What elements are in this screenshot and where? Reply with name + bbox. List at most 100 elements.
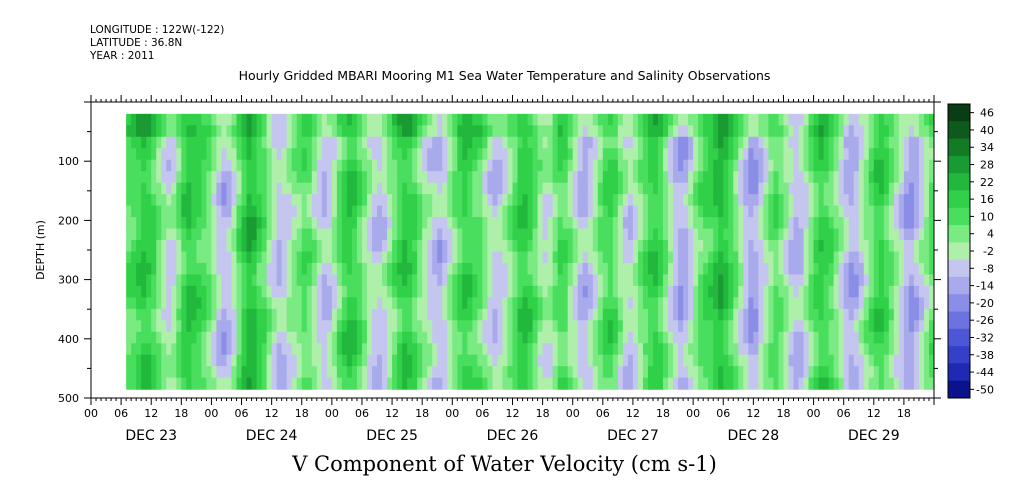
heat-cell xyxy=(903,320,910,333)
heat-cell xyxy=(392,205,398,218)
heat-cell xyxy=(356,343,363,356)
heat-cell xyxy=(397,217,403,230)
heat-cell xyxy=(256,182,263,195)
heat-cell xyxy=(211,125,218,138)
heat-cell xyxy=(748,285,754,298)
heat-cell xyxy=(693,182,699,195)
heat-cell xyxy=(437,159,443,172)
heat-cell xyxy=(622,377,629,390)
heat-cell xyxy=(226,331,233,344)
heat-cell xyxy=(808,194,815,207)
heat-cell xyxy=(191,285,197,298)
heat-cell xyxy=(382,331,388,344)
heat-cell xyxy=(412,217,418,230)
heat-cell xyxy=(898,148,905,161)
heat-cell xyxy=(923,251,930,264)
heat-cell xyxy=(893,205,900,218)
heat-cell xyxy=(452,228,458,241)
heat-cell xyxy=(452,343,458,356)
heat-cell xyxy=(863,182,870,195)
heat-cell xyxy=(753,297,759,310)
heat-cell xyxy=(848,205,855,218)
heat-cell xyxy=(301,274,308,287)
heat-cell xyxy=(331,125,338,138)
heat-cell xyxy=(497,171,504,184)
heat-cell xyxy=(226,171,233,184)
heat-cell xyxy=(582,297,589,310)
heat-cell xyxy=(683,171,689,184)
heat-cell xyxy=(848,251,855,264)
heat-cell xyxy=(241,240,248,253)
heat-cell xyxy=(994,137,1000,149)
heat-cell xyxy=(868,182,875,195)
heat-cell xyxy=(607,113,614,126)
heat-cell xyxy=(748,308,754,321)
heat-cell xyxy=(477,354,483,367)
heat-cell xyxy=(868,274,875,287)
heat-cell xyxy=(382,171,388,184)
heat-cell xyxy=(502,171,509,184)
heat-cell xyxy=(853,366,860,379)
heat-cell xyxy=(281,285,288,298)
heat-cell xyxy=(602,125,609,138)
heat-cell xyxy=(532,113,539,126)
heat-cell xyxy=(663,377,669,390)
heat-cell xyxy=(497,148,504,161)
heat-cell xyxy=(126,343,132,356)
heat-cell xyxy=(296,366,303,379)
heat-cell xyxy=(793,113,800,126)
heat-cell xyxy=(356,194,363,207)
heat-cell xyxy=(186,182,192,195)
heat-cell xyxy=(918,354,925,367)
heat-cell xyxy=(863,205,870,218)
heat-cell xyxy=(221,251,228,264)
heat-cell xyxy=(221,308,228,321)
heat-cell xyxy=(171,228,177,241)
heat-cell xyxy=(131,297,137,310)
heat-cell xyxy=(688,159,694,172)
heat-cell xyxy=(351,366,358,379)
heat-cell xyxy=(181,171,187,184)
heat-cell xyxy=(186,251,192,264)
heat-cell xyxy=(387,274,393,287)
heat-cell xyxy=(918,308,925,321)
heat-cell xyxy=(602,377,609,390)
heat-cell xyxy=(738,194,744,207)
heat-cell xyxy=(783,262,790,276)
heat-cell xyxy=(131,136,137,149)
heat-cell xyxy=(587,274,594,287)
heat-cell xyxy=(928,217,934,230)
heat-cell xyxy=(186,217,192,230)
heat-cell xyxy=(522,354,529,367)
heat-cell xyxy=(813,251,820,264)
heat-cell xyxy=(452,297,458,310)
heat-cell xyxy=(462,148,468,161)
heat-cell xyxy=(833,125,840,138)
heat-cell xyxy=(818,217,825,230)
heat-cell xyxy=(818,113,825,126)
heat-cell xyxy=(778,182,785,195)
heat-cell xyxy=(878,320,885,333)
heat-cell xyxy=(392,366,398,379)
heat-cell xyxy=(231,274,238,287)
heat-cell xyxy=(482,354,489,367)
heat-cell xyxy=(472,320,478,333)
heat-cell xyxy=(647,262,654,276)
heat-cell xyxy=(607,240,614,253)
heat-cell xyxy=(753,354,759,367)
heat-cell xyxy=(582,354,589,367)
heat-cell xyxy=(316,308,323,321)
heat-cell xyxy=(437,205,443,218)
heat-cell xyxy=(176,182,182,195)
heat-cell xyxy=(281,354,288,367)
heat-cell xyxy=(883,125,890,138)
heat-cell xyxy=(286,194,293,207)
heat-cell xyxy=(377,171,383,184)
heat-cell xyxy=(497,354,504,367)
heat-cell xyxy=(562,125,569,138)
heat-cell xyxy=(351,354,358,367)
heat-cell xyxy=(341,285,348,298)
heat-cell xyxy=(773,228,780,241)
heat-cell xyxy=(271,366,278,379)
heat-cell xyxy=(607,251,614,264)
